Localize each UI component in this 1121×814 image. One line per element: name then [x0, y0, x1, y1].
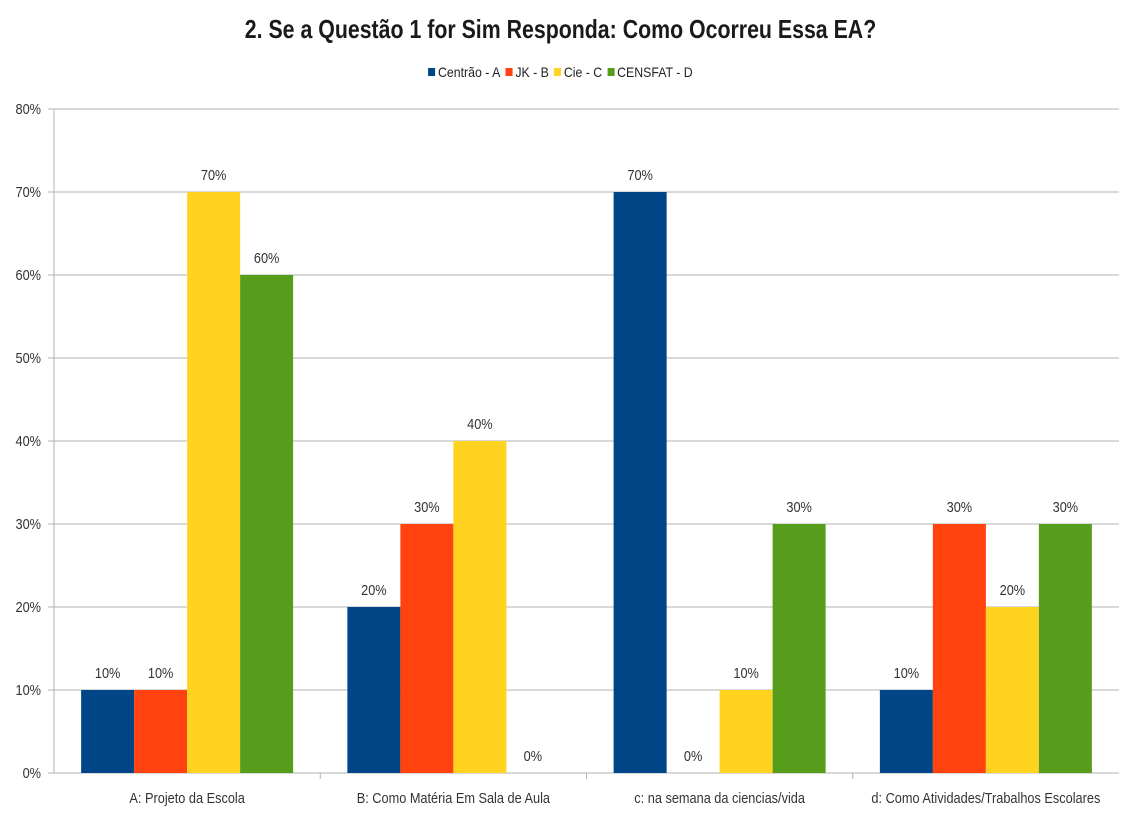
data-label: 10%	[148, 664, 174, 681]
x-tick-label: c: na semana da ciencias/vida	[634, 789, 805, 806]
legend-label: Centrão - A	[438, 64, 501, 80]
chart-title: 2. Se a Questão 1 for Sim Responda: Como…	[244, 14, 877, 44]
data-label: 30%	[414, 498, 440, 515]
data-label: 20%	[1000, 581, 1026, 598]
data-label: 30%	[1053, 498, 1079, 515]
data-label: 60%	[254, 249, 280, 266]
bar	[879, 690, 933, 773]
bar	[240, 275, 294, 773]
bar	[400, 524, 454, 773]
y-tick-label: 0%	[23, 764, 41, 781]
legend-item: Cie - C	[554, 64, 602, 80]
bar	[985, 607, 1039, 773]
y-tick-label: 40%	[15, 432, 41, 449]
legend-swatch	[505, 68, 513, 76]
y-tick-label: 50%	[15, 349, 41, 366]
data-label: 20%	[361, 581, 387, 598]
data-label: 10%	[733, 664, 759, 681]
data-label: 0%	[684, 747, 702, 764]
bar	[932, 524, 986, 773]
legend-swatch	[554, 68, 562, 76]
y-tick-label: 60%	[15, 266, 41, 283]
chart-legend: Centrão - A JK - B Cie - C CENSFAT - D	[67, 64, 1053, 80]
y-tick-label: 20%	[15, 598, 41, 615]
y-tick-label: 30%	[15, 515, 41, 532]
bar	[453, 441, 507, 773]
y-tick-label: 80%	[15, 100, 41, 117]
bar	[772, 524, 826, 773]
legend-item: CENSFAT - D	[607, 64, 693, 80]
legend-swatch	[428, 68, 436, 76]
legend-label: Cie - C	[563, 64, 603, 80]
data-label: 10%	[894, 664, 920, 681]
data-label: 30%	[786, 498, 812, 515]
legend-label: JK - B	[515, 64, 549, 80]
data-label: 0%	[524, 747, 542, 764]
y-tick-label: 10%	[15, 681, 41, 698]
x-tick-label: B: Como Matéria Em Sala de Aula	[357, 789, 551, 806]
legend-swatch	[607, 68, 615, 76]
x-tick-label: d: Como Atividades/Trabalhos Escolares	[871, 789, 1100, 806]
legend-label: CENSFAT - D	[617, 64, 693, 80]
bar	[81, 690, 135, 773]
data-label: 30%	[947, 498, 973, 515]
data-label: 70%	[627, 166, 653, 183]
legend-item: JK - B	[505, 64, 549, 80]
bar	[613, 192, 667, 773]
y-tick-label: 70%	[15, 183, 41, 200]
bar	[347, 607, 401, 773]
bar	[1038, 524, 1092, 773]
legend-item: Centrão - A	[428, 64, 500, 80]
data-label: 70%	[201, 166, 227, 183]
x-tick-label: A: Projeto da Escola	[129, 789, 245, 806]
bar	[719, 690, 773, 773]
bar	[134, 690, 188, 773]
bar	[187, 192, 241, 773]
data-label: 10%	[95, 664, 121, 681]
data-label: 40%	[467, 415, 493, 432]
